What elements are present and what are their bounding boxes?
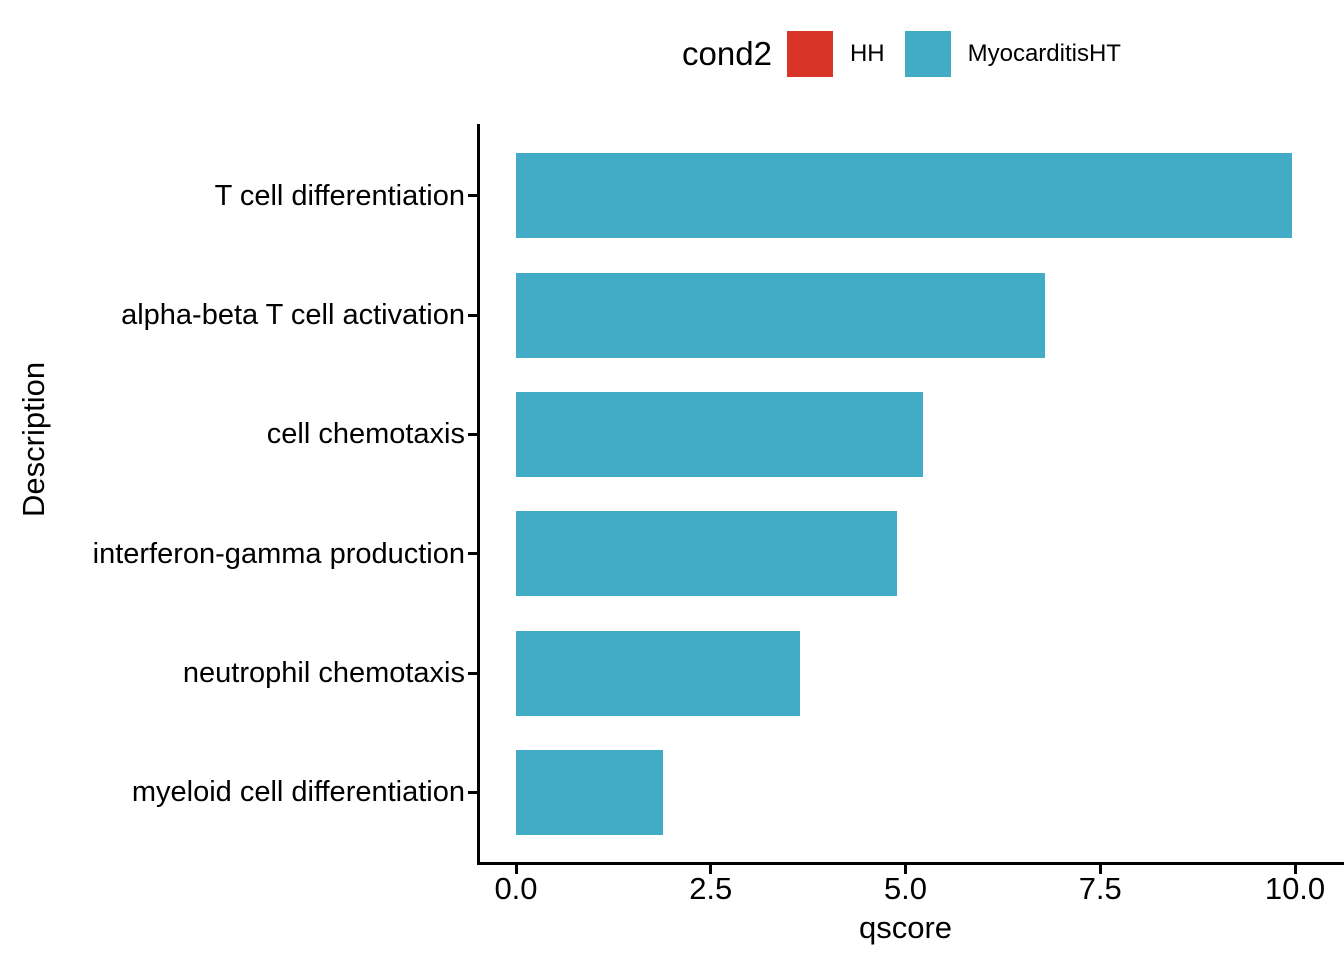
y-axis-tick bbox=[468, 313, 477, 317]
x-tick-label: 5.0 bbox=[883, 871, 928, 906]
legend-swatch-icon bbox=[786, 31, 833, 77]
x-tick-label: 0.0 bbox=[494, 871, 538, 906]
y-axis-tick bbox=[468, 432, 477, 436]
y-axis-title: Description bbox=[16, 361, 51, 517]
y-category-label: T cell differentiation bbox=[214, 179, 465, 212]
legend-item: MyocarditisHT bbox=[904, 31, 1121, 77]
x-tick-label: 7.5 bbox=[1078, 871, 1122, 906]
legend-item-label: HH bbox=[849, 40, 885, 67]
bar bbox=[516, 391, 923, 477]
x-axis-tick bbox=[1098, 865, 1102, 874]
legend: cond2 HH MyocarditisHT bbox=[479, 26, 1344, 82]
bar bbox=[516, 749, 663, 835]
y-axis-tick bbox=[468, 671, 477, 675]
bar bbox=[516, 511, 897, 597]
x-axis-title: qscore bbox=[858, 910, 953, 945]
legend-item-label: MyocarditisHT bbox=[967, 40, 1121, 67]
legend-swatch-icon bbox=[904, 31, 951, 77]
bar bbox=[516, 272, 1045, 358]
x-axis-tick bbox=[514, 865, 518, 874]
y-category-label: myeloid cell differentiation bbox=[131, 776, 465, 809]
x-tick-label: 2.5 bbox=[689, 871, 733, 906]
y-axis-tick bbox=[468, 552, 477, 556]
x-axis-tick bbox=[904, 865, 907, 874]
x-tick-label: 10.0 bbox=[1264, 871, 1326, 906]
y-category-label: alpha-beta T cell activation bbox=[121, 299, 465, 332]
bar bbox=[516, 630, 800, 716]
x-axis-tick bbox=[709, 865, 713, 874]
bar bbox=[516, 153, 1292, 239]
legend-item: HH bbox=[786, 31, 885, 77]
x-axis-line bbox=[477, 862, 1344, 865]
legend-title: cond2 bbox=[682, 35, 772, 72]
x-axis-tick bbox=[1293, 865, 1297, 874]
y-axis-tick bbox=[468, 194, 477, 198]
y-category-label: interferon-gamma production bbox=[92, 537, 465, 570]
y-axis-line bbox=[477, 124, 480, 865]
y-axis-tick bbox=[468, 790, 477, 794]
y-category-label: neutrophil chemotaxis bbox=[182, 657, 465, 689]
y-category-label: cell chemotaxis bbox=[266, 418, 465, 451]
